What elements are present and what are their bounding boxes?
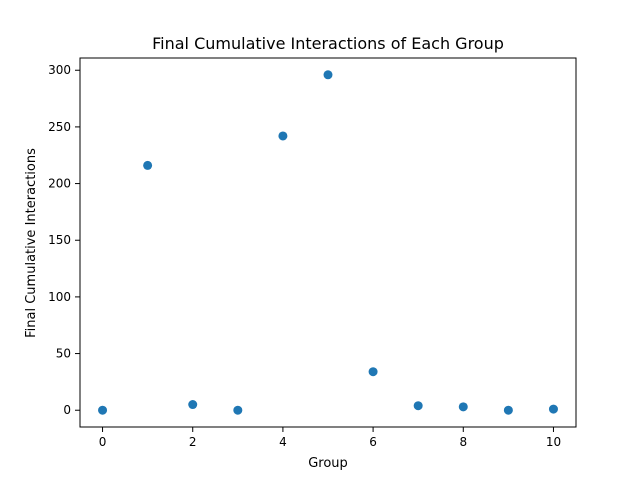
chart-title: Final Cumulative Interactions of Each Gr… (152, 34, 504, 53)
data-point (413, 401, 423, 411)
y-tick-label: 250 (48, 120, 71, 134)
data-point (143, 160, 153, 170)
data-point (503, 405, 513, 415)
y-tick-label: 50 (56, 347, 71, 361)
x-tick-label: 6 (369, 435, 377, 449)
y-tick-label: 100 (48, 290, 71, 304)
y-axis-ticks: 0 50 100 150 200 250 300 (48, 63, 80, 417)
data-point (188, 400, 198, 410)
y-tick-label: 0 (63, 403, 71, 417)
data-point (278, 131, 288, 141)
data-point (233, 405, 243, 415)
x-axis-ticks: 0 2 4 6 8 10 (99, 427, 561, 449)
data-points (98, 70, 558, 415)
x-tick-label: 10 (546, 435, 561, 449)
y-tick-label: 300 (48, 63, 71, 77)
x-tick-label: 2 (189, 435, 197, 449)
data-point (368, 367, 378, 377)
data-point (323, 70, 333, 80)
y-tick-label: 150 (48, 233, 71, 247)
y-tick-label: 200 (48, 177, 71, 191)
x-tick-label: 4 (279, 435, 287, 449)
data-point (548, 404, 558, 414)
plot-area: 0 2 4 6 8 10 0 50 100 150 200 250 300 (48, 57, 577, 449)
data-point (98, 405, 108, 415)
plot-frame (79, 57, 577, 428)
x-tick-label: 0 (99, 435, 107, 449)
x-tick-label: 8 (459, 435, 467, 449)
x-axis-label: Group (308, 456, 348, 471)
data-point (458, 402, 468, 412)
y-axis-label: Final Cumulative Interactions (24, 148, 39, 338)
